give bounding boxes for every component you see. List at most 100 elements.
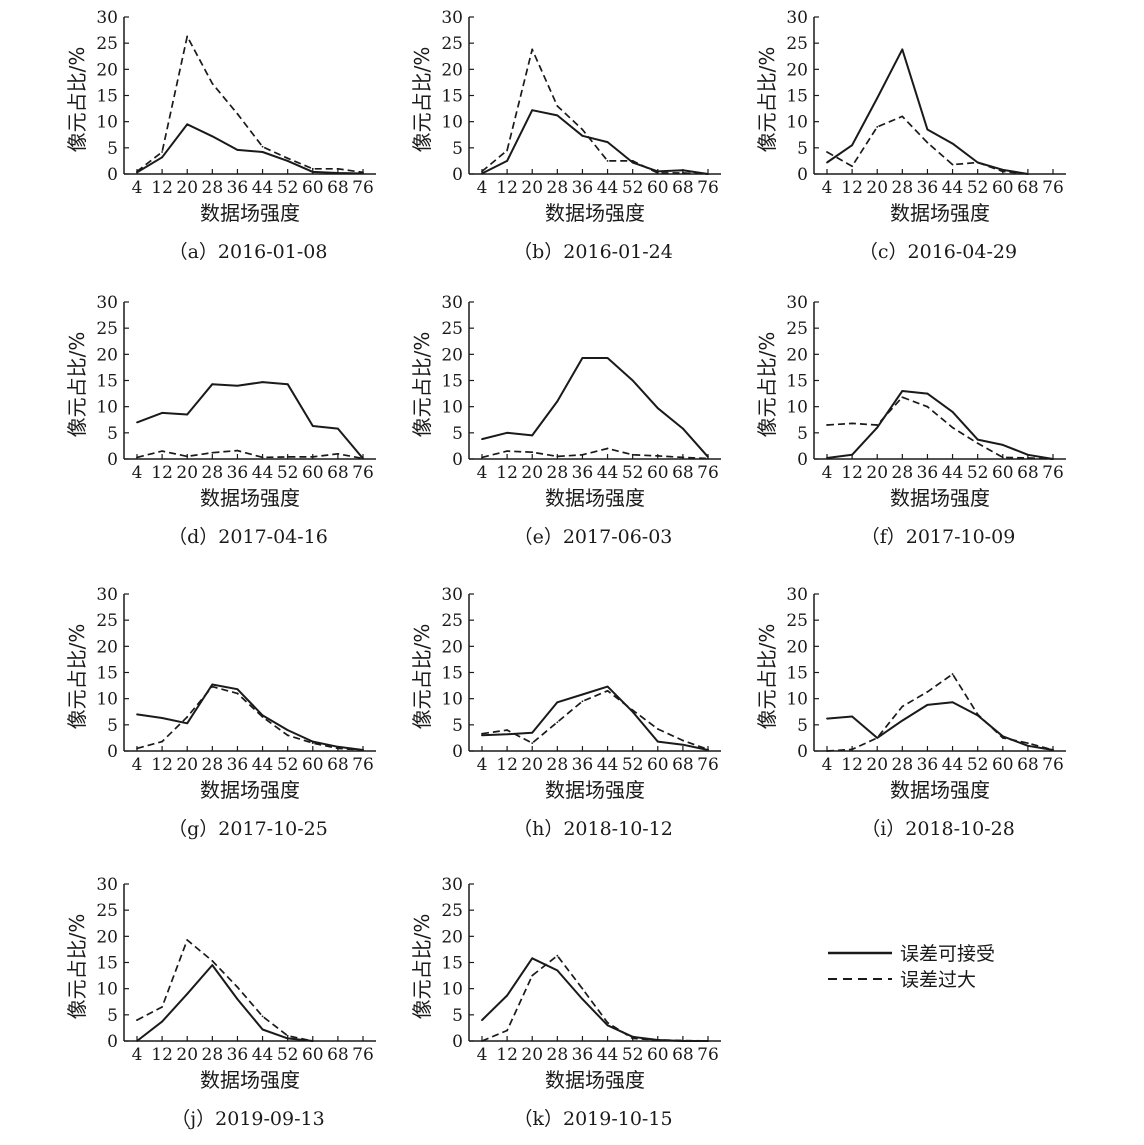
x-tick-label: 20 — [866, 178, 888, 198]
series-line-acceptable — [481, 357, 709, 458]
data-point-excessive — [506, 450, 509, 453]
data-point-excessive — [926, 690, 929, 693]
series-line-acceptable — [481, 685, 709, 751]
y-tick-label: 0 — [107, 742, 118, 762]
x-tick-label: 76 — [1042, 178, 1064, 198]
x-tick-label: 60 — [302, 463, 324, 483]
x-tick-label: 68 — [672, 1045, 694, 1065]
y-tick-label: 15 — [786, 87, 808, 107]
series-line-excessive — [481, 48, 709, 175]
data-point-acceptable — [161, 156, 164, 159]
x-tick-label: 76 — [697, 755, 719, 775]
data-point-excessive — [311, 1040, 314, 1042]
x-tick-label: 68 — [327, 1045, 349, 1065]
data-point-acceptable — [481, 172, 483, 175]
data-point-acceptable — [826, 717, 828, 720]
y-tick-label: 25 — [441, 319, 463, 339]
panel-caption: （h）2018-10-12 — [513, 818, 673, 840]
data-point-acceptable — [286, 1037, 289, 1040]
x-tick-label: 20 — [176, 463, 198, 483]
x-tick-label: 52 — [622, 463, 644, 483]
x-axis-title: 数据场强度 — [200, 486, 300, 510]
data-point-excessive — [311, 167, 314, 170]
data-point-excessive — [556, 455, 559, 458]
x-tick-label: 60 — [647, 178, 669, 198]
data-point-excessive — [236, 449, 239, 452]
x-tick-label: 4 — [822, 178, 833, 198]
y-tick-label: 20 — [441, 637, 463, 657]
y-tick-label: 25 — [441, 901, 463, 921]
y-tick-label: 10 — [441, 398, 463, 418]
x-tick-label: 52 — [967, 463, 989, 483]
x-tick-label: 28 — [892, 178, 914, 198]
y-tick-label: 0 — [107, 450, 118, 470]
y-tick-label: 0 — [107, 165, 118, 185]
x-axis-title: 数据场强度 — [545, 1068, 645, 1092]
data-point-excessive — [656, 172, 659, 174]
data-point-excessive — [362, 749, 364, 751]
data-point-acceptable — [851, 715, 854, 718]
y-tick-label: 20 — [96, 927, 118, 947]
x-tick-label: 60 — [992, 755, 1014, 775]
data-point-excessive — [481, 170, 483, 173]
data-point-acceptable — [336, 427, 339, 430]
x-tick-label: 44 — [597, 178, 619, 198]
x-tick-label: 20 — [866, 463, 888, 483]
legend-excessive-label: 误差过大 — [900, 969, 976, 991]
data-point-excessive — [901, 705, 904, 708]
y-tick-label: 10 — [786, 113, 808, 133]
data-point-acceptable — [311, 425, 314, 427]
data-point-acceptable — [161, 1020, 164, 1023]
x-tick-label: 60 — [647, 463, 669, 483]
y-axis-title: 像元占比/% — [755, 624, 779, 730]
x-tick-label: 68 — [1017, 755, 1039, 775]
x-tick-label: 36 — [572, 1045, 594, 1065]
x-tick-label: 60 — [647, 1045, 669, 1065]
panel-caption: （k）2019-10-15 — [513, 1108, 672, 1130]
data-point-excessive — [826, 750, 828, 752]
y-tick-label: 5 — [107, 424, 118, 444]
x-axis-title: 数据场强度 — [545, 201, 645, 225]
x-tick-label: 44 — [942, 755, 964, 775]
data-point-acceptable — [311, 171, 314, 173]
panel-caption: （d）2017-04-16 — [168, 526, 328, 548]
data-point-acceptable — [976, 438, 979, 441]
data-point-acceptable — [506, 994, 509, 997]
panel-caption: （j）2019-09-13 — [171, 1108, 324, 1130]
y-axis-title: 像元占比/% — [65, 332, 89, 438]
data-point-acceptable — [951, 411, 954, 413]
y-tick-label: 0 — [797, 742, 808, 762]
y-tick-label: 10 — [96, 113, 118, 133]
x-tick-label: 36 — [572, 755, 594, 775]
x-tick-label: 52 — [622, 178, 644, 198]
x-tick-label: 12 — [496, 755, 518, 775]
x-tick-label: 68 — [1017, 178, 1039, 198]
series-line-excessive — [826, 396, 1054, 460]
data-point-excessive — [556, 721, 559, 724]
y-tick-label: 15 — [786, 664, 808, 684]
y-tick-label: 25 — [441, 34, 463, 54]
data-point-excessive — [1001, 170, 1004, 173]
series-line-acceptable — [136, 381, 364, 460]
y-tick-label: 10 — [786, 398, 808, 418]
x-tick-label: 60 — [302, 1045, 324, 1065]
x-tick-label: 36 — [917, 463, 939, 483]
y-tick-label: 30 — [441, 585, 463, 605]
x-tick-label: 4 — [822, 755, 833, 775]
x-tick-label: 20 — [176, 1045, 198, 1065]
panel-caption: （g）2017-10-25 — [168, 818, 328, 840]
y-axis-title: 像元占比/% — [65, 624, 89, 730]
data-point-excessive — [1052, 749, 1054, 751]
data-point-excessive — [481, 732, 483, 735]
data-point-excessive — [876, 424, 879, 426]
x-tick-label: 4 — [132, 1045, 143, 1065]
x-tick-label: 12 — [841, 463, 863, 483]
y-tick-label: 15 — [441, 664, 463, 684]
data-point-excessive — [851, 165, 854, 168]
data-point-excessive — [581, 453, 584, 456]
data-point-excessive — [826, 151, 828, 153]
data-point-acceptable — [211, 964, 214, 967]
